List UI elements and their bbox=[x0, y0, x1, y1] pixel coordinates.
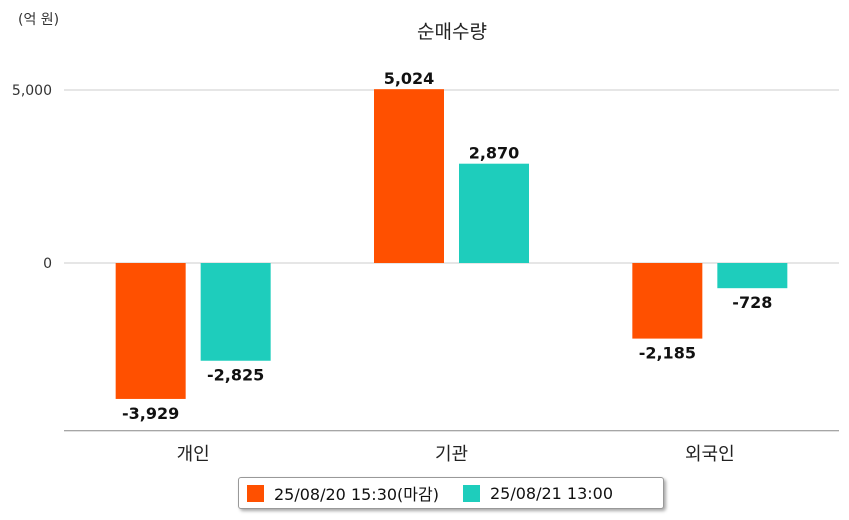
data-label: -3,929 bbox=[122, 404, 179, 423]
bar[interactable] bbox=[374, 89, 444, 263]
data-label: 5,024 bbox=[384, 69, 435, 88]
bar[interactable] bbox=[115, 263, 186, 399]
legend-item-series-2[interactable]: 25/08/21 13:00 bbox=[462, 483, 614, 503]
x-tick-label: 개인 bbox=[177, 444, 210, 465]
x-tick-label: 기관 bbox=[435, 444, 468, 465]
legend-swatch-series-1 bbox=[247, 484, 264, 502]
data-label: -728 bbox=[732, 293, 772, 312]
bar[interactable] bbox=[459, 163, 529, 263]
legend: 25/08/20 15:30(마감) 25/08/21 13:00 bbox=[238, 477, 664, 509]
bar[interactable] bbox=[717, 263, 788, 289]
bar[interactable] bbox=[200, 263, 271, 361]
data-label: 2,870 bbox=[469, 144, 520, 163]
bar[interactable] bbox=[632, 263, 703, 339]
legend-label-series-2: 25/08/21 13:00 bbox=[489, 483, 614, 503]
y-tick-label: 5,000 bbox=[12, 83, 52, 99]
y-tick-label: 0 bbox=[43, 256, 52, 272]
legend-label-series-1: 25/08/20 15:30(마감) bbox=[274, 485, 439, 504]
unit-label: (억 원) bbox=[18, 12, 59, 28]
legend-item-series-1[interactable]: 25/08/20 15:30(마감) bbox=[247, 481, 439, 505]
data-label: -2,825 bbox=[207, 366, 264, 385]
chart-title: 순매수량 bbox=[417, 21, 487, 43]
legend-swatch-series-2 bbox=[462, 484, 480, 502]
x-tick-label: 외국인 bbox=[685, 444, 735, 465]
data-label: -2,185 bbox=[639, 344, 696, 363]
